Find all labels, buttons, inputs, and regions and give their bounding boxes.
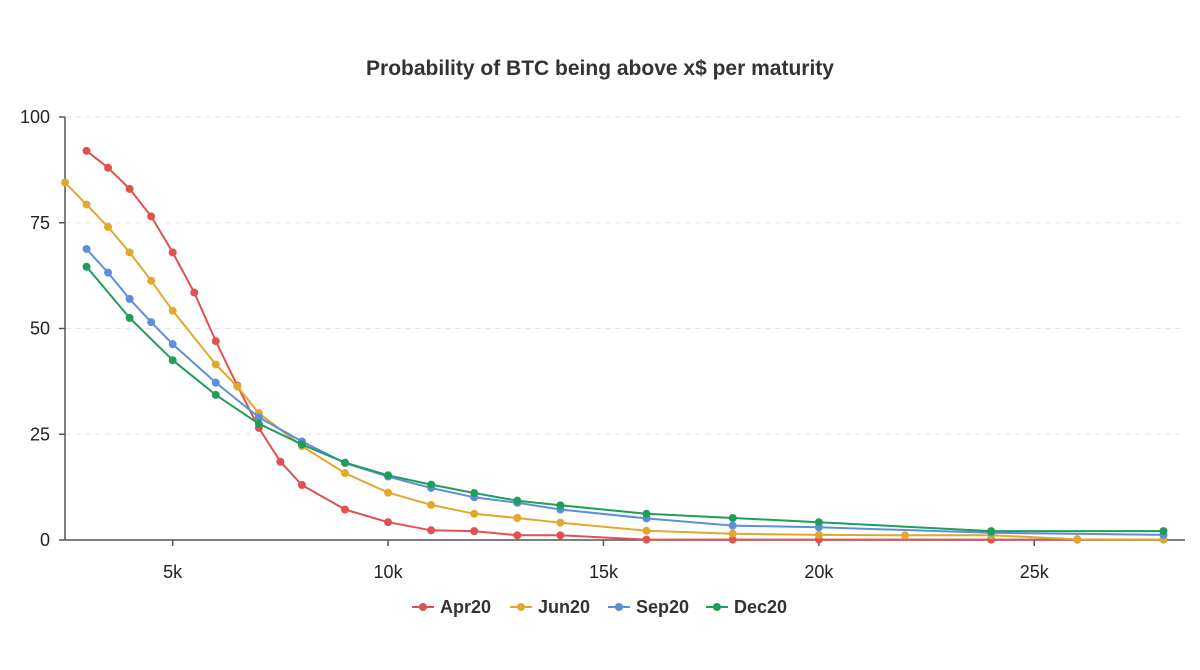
data-point-apr20 (82, 146, 91, 155)
data-point-apr20 (728, 535, 737, 544)
data-point-jun20 (513, 514, 522, 523)
data-point-dec20 (384, 471, 393, 480)
data-point-dec20 (728, 514, 737, 523)
data-point-dec20 (427, 480, 436, 489)
series-apr20 (82, 146, 1168, 544)
data-point-apr20 (125, 184, 134, 193)
data-point-apr20 (341, 505, 349, 514)
legend-item-apr20[interactable]: Apr20 (412, 597, 491, 617)
data-point-apr20 (190, 288, 199, 297)
data-point-jun20 (341, 469, 349, 478)
data-point-apr20 (427, 526, 436, 535)
data-point-apr20 (470, 527, 479, 536)
legend-item-sep20[interactable]: Sep20 (608, 597, 689, 617)
data-point-sep20 (211, 378, 220, 387)
data-point-dec20 (513, 496, 522, 505)
data-point-dec20 (125, 313, 134, 322)
data-point-sep20 (728, 521, 737, 530)
data-point-jun20 (901, 531, 909, 540)
data-point-jun20 (728, 529, 737, 538)
data-point-dec20 (556, 501, 565, 510)
data-point-dec20 (297, 440, 306, 449)
y-tick-label: 75 (30, 213, 50, 233)
data-point-dec20 (470, 489, 479, 498)
data-point-apr20 (104, 163, 113, 172)
series-jun20 (61, 178, 1168, 544)
data-point-jun20 (427, 500, 436, 509)
y-tick-label: 100 (20, 107, 50, 127)
chart-title: Probability of BTC being above x$ per ma… (366, 57, 834, 80)
data-point-dec20 (82, 262, 91, 271)
series-line-apr20 (85, 150, 1164, 541)
data-point-jun20 (1073, 535, 1082, 544)
y-tick-label: 25 (30, 424, 50, 444)
data-point-apr20 (513, 531, 522, 540)
legend-swatch-dot (713, 603, 721, 611)
data-point-jun20 (82, 200, 91, 209)
data-point-jun20 (168, 306, 177, 315)
legend-swatch-dot (615, 603, 623, 611)
x-tick-label: 15k (589, 562, 619, 582)
legend-swatch-dot (517, 603, 525, 611)
data-point-sep20 (82, 244, 91, 253)
series-line-sep20 (85, 248, 1164, 536)
data-point-apr20 (168, 248, 177, 257)
data-point-jun20 (104, 222, 113, 231)
series-sep20 (82, 244, 1168, 539)
data-point-dec20 (254, 419, 263, 428)
data-point-sep20 (254, 413, 263, 422)
data-point-jun20 (125, 248, 134, 257)
series-dec20 (82, 262, 1168, 536)
data-point-apr20 (384, 518, 393, 527)
legend-swatch-dot (419, 603, 427, 611)
series-line-jun20 (64, 181, 1164, 541)
data-point-jun20 (642, 526, 651, 535)
data-point-apr20 (642, 535, 651, 544)
data-point-jun20 (147, 276, 156, 285)
data-point-dec20 (987, 527, 996, 536)
data-point-jun20 (211, 360, 220, 369)
grid-lines (65, 116, 1185, 435)
legend-item-jun20[interactable]: Jun20 (510, 597, 590, 617)
x-tick-label: 5k (163, 562, 183, 582)
data-point-dec20 (168, 356, 177, 365)
data-point-dec20 (814, 518, 823, 527)
data-point-sep20 (147, 318, 156, 327)
legend-item-dec20[interactable]: Dec20 (706, 597, 787, 617)
y-tick-label: 50 (30, 319, 50, 339)
data-point-jun20 (384, 488, 393, 497)
x-tick-label: 10k (374, 562, 404, 582)
axes: 0 25 50 75 100 5k 10k 15k 20k 25k (20, 107, 1185, 582)
data-point-apr20 (276, 457, 285, 466)
data-point-jun20 (470, 509, 479, 518)
y-tick-label: 0 (40, 530, 50, 550)
data-point-dec20 (1159, 527, 1168, 536)
legend-label: Sep20 (636, 597, 689, 617)
data-point-dec20 (642, 509, 651, 518)
data-point-sep20 (104, 268, 113, 277)
data-point-sep20 (125, 294, 134, 303)
data-point-jun20 (556, 518, 565, 527)
data-point-apr20 (211, 337, 220, 346)
data-point-dec20 (211, 390, 220, 399)
x-tick-label: 20k (804, 562, 834, 582)
legend[interactable]: Apr20 Jun20 Sep20 Dec20 (412, 597, 787, 617)
data-point-jun20 (61, 178, 69, 187)
legend-label: Dec20 (734, 597, 787, 617)
data-point-apr20 (297, 481, 306, 490)
x-tick-label: 25k (1020, 562, 1050, 582)
data-point-apr20 (147, 212, 156, 221)
data-point-dec20 (341, 458, 349, 467)
legend-label: Apr20 (440, 597, 491, 617)
series-group (61, 146, 1168, 544)
data-point-sep20 (168, 340, 177, 349)
data-point-jun20 (233, 382, 242, 391)
legend-label: Jun20 (538, 597, 590, 617)
data-point-jun20 (814, 530, 823, 539)
data-point-apr20 (556, 531, 565, 540)
